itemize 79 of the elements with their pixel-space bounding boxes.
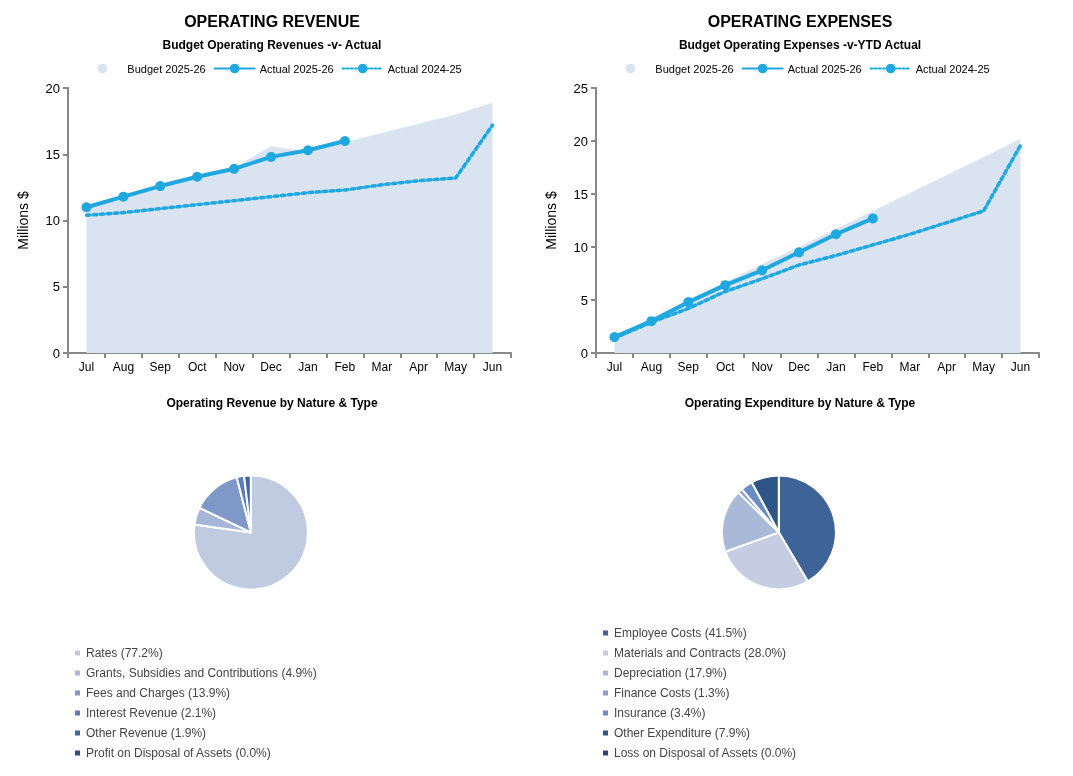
chart-subtitle: Budget Operating Expenses -v-YTD Actual bbox=[678, 38, 922, 52]
y-tick-label: 10 bbox=[45, 213, 60, 228]
x-tick-label: Sep bbox=[149, 360, 172, 374]
legend-label: Materials and Contracts (28.0%) bbox=[614, 646, 787, 660]
point bbox=[229, 163, 240, 174]
point bbox=[192, 171, 203, 182]
y-tick-label: 5 bbox=[52, 279, 60, 295]
x-tick-label: Oct bbox=[187, 360, 208, 374]
legend-label: Budget 2025-26 bbox=[127, 62, 206, 75]
x-tick-label: Aug bbox=[112, 360, 135, 374]
legend-label: Actual 2024-25 bbox=[387, 62, 462, 75]
y-tick-label: 20 bbox=[573, 133, 588, 149]
y-tick-label: 0 bbox=[52, 345, 60, 361]
y-tick-label: 0 bbox=[580, 345, 588, 361]
y-tick-label: 15 bbox=[573, 186, 588, 202]
x-tick-label: Aug bbox=[640, 360, 663, 374]
point bbox=[266, 151, 277, 162]
point bbox=[830, 229, 841, 240]
x-tick-label: Feb bbox=[862, 360, 884, 374]
point bbox=[757, 265, 768, 276]
legend-label: Actual 2025-26 bbox=[787, 62, 862, 75]
point bbox=[646, 316, 657, 327]
chart-subtitle: Budget Operating Revenues -v- Actual bbox=[162, 38, 382, 52]
y-tick-label: 15 bbox=[45, 146, 60, 162]
x-tick-label: Jul bbox=[78, 360, 95, 374]
legend-label: Insurance (3.4%) bbox=[614, 706, 706, 720]
chart-title: Operating Revenue by Nature & Type bbox=[166, 396, 378, 410]
point bbox=[339, 136, 350, 146]
point bbox=[867, 213, 878, 224]
y-axis-title: Millions $ bbox=[543, 191, 559, 250]
x-tick-label: Mar bbox=[371, 360, 393, 374]
x-tick-label: Jun bbox=[1010, 360, 1031, 374]
point bbox=[118, 191, 129, 202]
x-tick-label: Oct bbox=[715, 360, 736, 374]
y-axis-title: Millions $ bbox=[15, 191, 31, 250]
line-series bbox=[84, 123, 495, 217]
x-tick-label: Mar bbox=[899, 360, 921, 374]
legend-label: Budget 2025-26 bbox=[655, 62, 734, 75]
chart-title: OPERATING REVENUE bbox=[184, 12, 361, 30]
legend-label: Actual 2024-25 bbox=[915, 62, 990, 75]
legend-label: Interest Revenue (2.1%) bbox=[86, 706, 217, 720]
x-tick-label: May bbox=[972, 360, 995, 374]
legend-label: Finance Costs (1.3%) bbox=[614, 686, 730, 700]
x-tick-label: Nov bbox=[751, 360, 773, 374]
chart-title: Operating Expenditure by Nature & Type bbox=[684, 396, 916, 410]
x-tick-label: Feb bbox=[334, 360, 356, 374]
x-tick-label: Jul bbox=[606, 360, 623, 374]
legend-label: Employee Costs (41.5%) bbox=[614, 626, 747, 640]
x-tick-label: Jan bbox=[826, 360, 846, 374]
point bbox=[302, 145, 313, 156]
point bbox=[81, 202, 92, 213]
legend-label: Other Expenditure (7.9%) bbox=[614, 726, 751, 740]
legend-label: Loss on Disposal of Assets (0.0%) bbox=[614, 746, 797, 760]
point bbox=[683, 297, 694, 308]
x-tick-label: Apr bbox=[409, 360, 429, 374]
point bbox=[609, 332, 620, 343]
legend-label: Rates (77.2%) bbox=[86, 646, 163, 660]
legend-label: Profit on Disposal of Assets (0.0%) bbox=[86, 746, 271, 760]
legend-label: Actual 2025-26 bbox=[259, 62, 334, 75]
x-tick-label: Nov bbox=[223, 360, 245, 374]
x-tick-label: Apr bbox=[937, 360, 957, 374]
legend-label: Grants, Subsidies and Contributions (4.9%) bbox=[86, 666, 317, 680]
x-tick-label: Jun bbox=[482, 360, 503, 374]
x-tick-label: Dec bbox=[260, 360, 282, 374]
chart-title: OPERATING EXPENSES bbox=[707, 12, 893, 30]
x-tick-label: Dec bbox=[788, 360, 810, 374]
y-tick-label: 20 bbox=[45, 80, 60, 96]
y-tick-label: 10 bbox=[573, 239, 588, 255]
x-tick-label: Sep bbox=[677, 360, 700, 374]
x-tick-label: May bbox=[444, 360, 467, 374]
legend-label: Other Revenue (1.9%) bbox=[86, 726, 207, 740]
y-tick-label: 25 bbox=[573, 80, 588, 96]
legend-label: Depreciation (17.9%) bbox=[614, 666, 727, 680]
point bbox=[155, 181, 166, 192]
point bbox=[720, 280, 731, 291]
y-tick-label: 5 bbox=[580, 292, 588, 308]
x-tick-label: Jan bbox=[298, 360, 318, 374]
point bbox=[794, 247, 805, 258]
legend-label: Fees and Charges (13.9%) bbox=[86, 686, 231, 700]
